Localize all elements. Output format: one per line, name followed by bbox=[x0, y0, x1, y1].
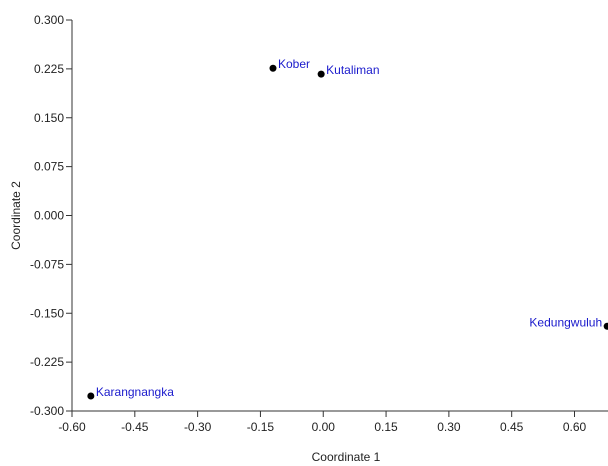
y-tick-label: 0.075 bbox=[34, 160, 64, 174]
data-point-label: Kedungwuluh bbox=[529, 315, 602, 329]
x-tick-label: 0.00 bbox=[312, 420, 336, 434]
x-tick-label: 0.60 bbox=[563, 420, 587, 434]
y-tick-label: 0.225 bbox=[34, 62, 64, 76]
x-tick-label: -0.60 bbox=[58, 420, 86, 434]
data-point bbox=[603, 322, 608, 330]
x-tick-label: -0.45 bbox=[121, 420, 149, 434]
data-point bbox=[317, 70, 325, 78]
y-tick-label: 0.300 bbox=[34, 13, 64, 27]
x-tick-label: -0.15 bbox=[247, 420, 275, 434]
data-point bbox=[269, 64, 277, 72]
y-tick-label: -0.150 bbox=[30, 306, 64, 320]
x-axis-ticks: -0.60 -0.45 -0.30 -0.15 0.00 0.15 0.30 0.45 0.60 bbox=[58, 411, 587, 434]
x-tick-label: 0.30 bbox=[437, 420, 461, 434]
x-tick-label: 0.15 bbox=[374, 420, 398, 434]
y-tick-label: 0.000 bbox=[34, 209, 64, 223]
x-tick-label: -0.30 bbox=[184, 420, 212, 434]
y-tick-label: -0.225 bbox=[30, 355, 64, 369]
data-point-label: Karangnangka bbox=[96, 385, 174, 399]
x-tick-label: 0.45 bbox=[500, 420, 524, 434]
y-axis-ticks: -0.300 -0.225 -0.150 -0.075 0.000 0.075 0.150 0… bbox=[30, 13, 72, 418]
y-tick-label: -0.300 bbox=[30, 404, 64, 418]
x-axis-title: Coordinate 1 bbox=[312, 450, 381, 464]
data-point-label: Kober bbox=[278, 57, 310, 71]
y-tick-label: 0.150 bbox=[34, 111, 64, 125]
data-point bbox=[87, 392, 95, 400]
y-axis-title: Coordinate 2 bbox=[9, 181, 23, 250]
data-point-label: Kutaliman bbox=[326, 63, 379, 77]
y-tick-label: -0.075 bbox=[30, 257, 64, 271]
data-points: Kober Kutaliman Kedungwuluh Karangnangka bbox=[87, 57, 608, 400]
